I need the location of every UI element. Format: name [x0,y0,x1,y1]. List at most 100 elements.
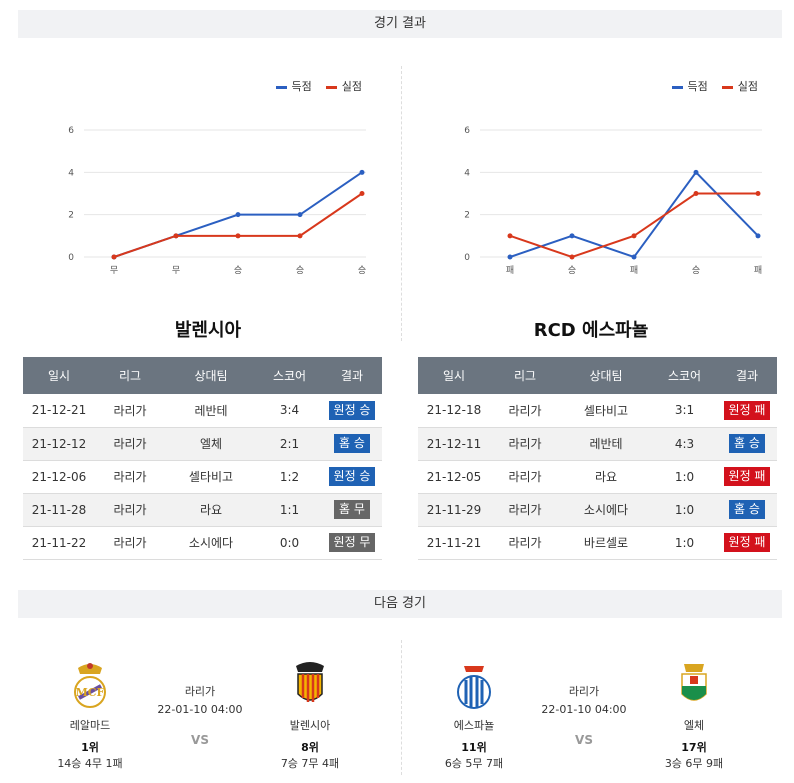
header-league: 리그 [490,357,560,394]
legend-conceded: 실점 [325,78,362,94]
opponent-cell: 엘체 [165,427,257,461]
result-cell: 홈 승 [717,493,777,527]
series-line-conceded [509,192,758,259]
next-match-1[interactable]: MCF 레알마드 1위 14승 4무 1패 라리가 22-01-10 04:00… [30,655,370,775]
home-team-rank: 11위 [461,741,487,754]
away-team[interactable]: 발렌시아 8위 7승 7무 4패 [270,660,350,771]
y-tick-label: 4 [464,168,470,178]
data-point [693,169,699,175]
match-info: 라리가 22-01-10 04:00 [534,683,634,716]
left-line-chart: 0 2 4 6 무 무 승 승 승 [68,126,366,276]
header-opponent: 상대팀 [560,357,652,394]
away-team-name: 발렌시아 [289,719,331,732]
opponent-cell: 바르셀로 [560,526,652,560]
score-cell: 2:1 [257,427,322,461]
match-info: 라리가 22-01-10 04:00 [150,683,250,716]
legend-scored: 득점 [671,78,708,94]
data-point [173,233,179,239]
result-badge: 홈 승 [334,434,370,453]
league-cell: 라리가 [95,427,165,461]
result-badge: 원정 승 [328,400,376,420]
result-badge: 원정 무 [328,533,376,552]
x-tick-label: 승 [358,265,366,276]
away-team-name: 엘체 [683,719,705,732]
date-cell: 21-12-12 [23,427,95,461]
away-team[interactable]: 엘체 17위 3승 6무 9패 [654,660,734,771]
table-row: 21-11-21 라리가 바르셀로 1:0 원정 패 [418,526,777,560]
home-team[interactable]: MCF 레알마드 1위 14승 4무 1패 [50,660,130,771]
vs-label: VS [191,733,209,747]
y-tick-label: 6 [68,126,74,136]
away-team-record: 3승 6무 9패 [664,757,724,770]
elche-crest-icon [681,664,707,701]
vs-label: VS [575,733,593,747]
data-point [235,233,241,239]
home-team-record: 14승 4무 1패 [57,757,123,770]
data-point [359,191,365,196]
table-row: 21-12-18 라리가 셀타비고 3:1 원정 패 [418,394,777,428]
league-cell: 라리가 [95,493,165,527]
table-row: 21-11-28 라리가 라요 1:1 홈 무 [23,493,382,527]
next-match-2[interactable]: 에스파뇰 11위 6승 5무 7패 라리가 22-01-10 04:00 VS … [414,655,754,775]
chart-legend: 득점 실점 [671,78,758,94]
real-madrid-crest-icon: MCF [74,663,106,708]
match-datetime: 22-01-10 04:00 [157,703,243,716]
header-league: 리그 [95,357,165,394]
data-point [631,233,637,239]
opponent-cell: 셀타비고 [560,394,652,428]
legend-conceded-swatch [721,85,733,89]
header-score: 스코어 [257,357,322,394]
legend-conceded: 실점 [721,78,758,94]
match-league: 라리가 [568,685,600,698]
x-tick-label: 패 [506,265,514,276]
result-cell: 원정 무 [322,526,382,560]
opponent-cell: 라요 [165,493,257,527]
data-point [507,254,513,260]
table-row: 21-12-06 라리가 셀타비고 1:2 원정 승 [23,460,382,494]
legend-scored: 득점 [275,78,312,94]
score-cell: 1:0 [652,460,717,494]
x-tick-label: 승 [692,265,700,276]
score-cell: 3:1 [652,394,717,428]
score-cell: 1:2 [257,460,322,494]
away-team-rank: 8위 [301,741,319,754]
data-point [755,233,761,239]
x-tick-label: 승 [234,265,242,276]
result-badge: 홈 무 [334,500,370,519]
score-cell: 3:4 [257,394,322,428]
opponent-cell: 레반테 [560,427,652,461]
data-point [507,233,513,239]
data-point [297,212,303,218]
legend-conceded-swatch [325,85,337,89]
score-cell: 4:3 [652,427,717,461]
right-team-title: RCD 에스파뇰 [533,320,649,341]
data-point [235,212,241,218]
opponent-cell: 셀타비고 [165,460,257,494]
league-cell: 라리가 [490,460,560,494]
chart-legend: 득점 실점 [275,78,362,94]
result-cell: 홈 승 [717,427,777,461]
legend-scored-label: 득점 [687,80,708,93]
data-point [111,254,117,260]
away-team-rank: 17위 [681,741,707,754]
opponent-cell: 소시에다 [560,493,652,527]
legend-scored-swatch [275,85,287,89]
away-team-record: 7승 7무 4패 [280,757,340,770]
date-cell: 21-12-21 [23,394,95,428]
y-tick-label: 6 [464,126,470,136]
league-cell: 라리가 [95,526,165,560]
legend-scored-swatch [671,85,683,89]
table-header-row: 일시 리그 상대팀 스코어 결과 [418,357,777,394]
home-team[interactable]: 에스파뇰 11위 6승 5무 7패 [434,660,514,771]
result-badge: 원정 승 [328,467,376,486]
legend-conceded-label: 실점 [341,80,362,93]
table-row: 21-12-12 라리가 엘체 2:1 홈 승 [23,427,382,461]
table-header-row: 일시 리그 상대팀 스코어 결과 [23,357,382,394]
header-date: 일시 [23,357,95,394]
result-cell: 홈 승 [322,427,382,461]
home-team-rank: 1위 [81,741,99,754]
header-date: 일시 [418,357,490,394]
header-score: 스코어 [652,357,717,394]
result-cell: 원정 승 [322,394,382,428]
data-point [297,233,303,239]
